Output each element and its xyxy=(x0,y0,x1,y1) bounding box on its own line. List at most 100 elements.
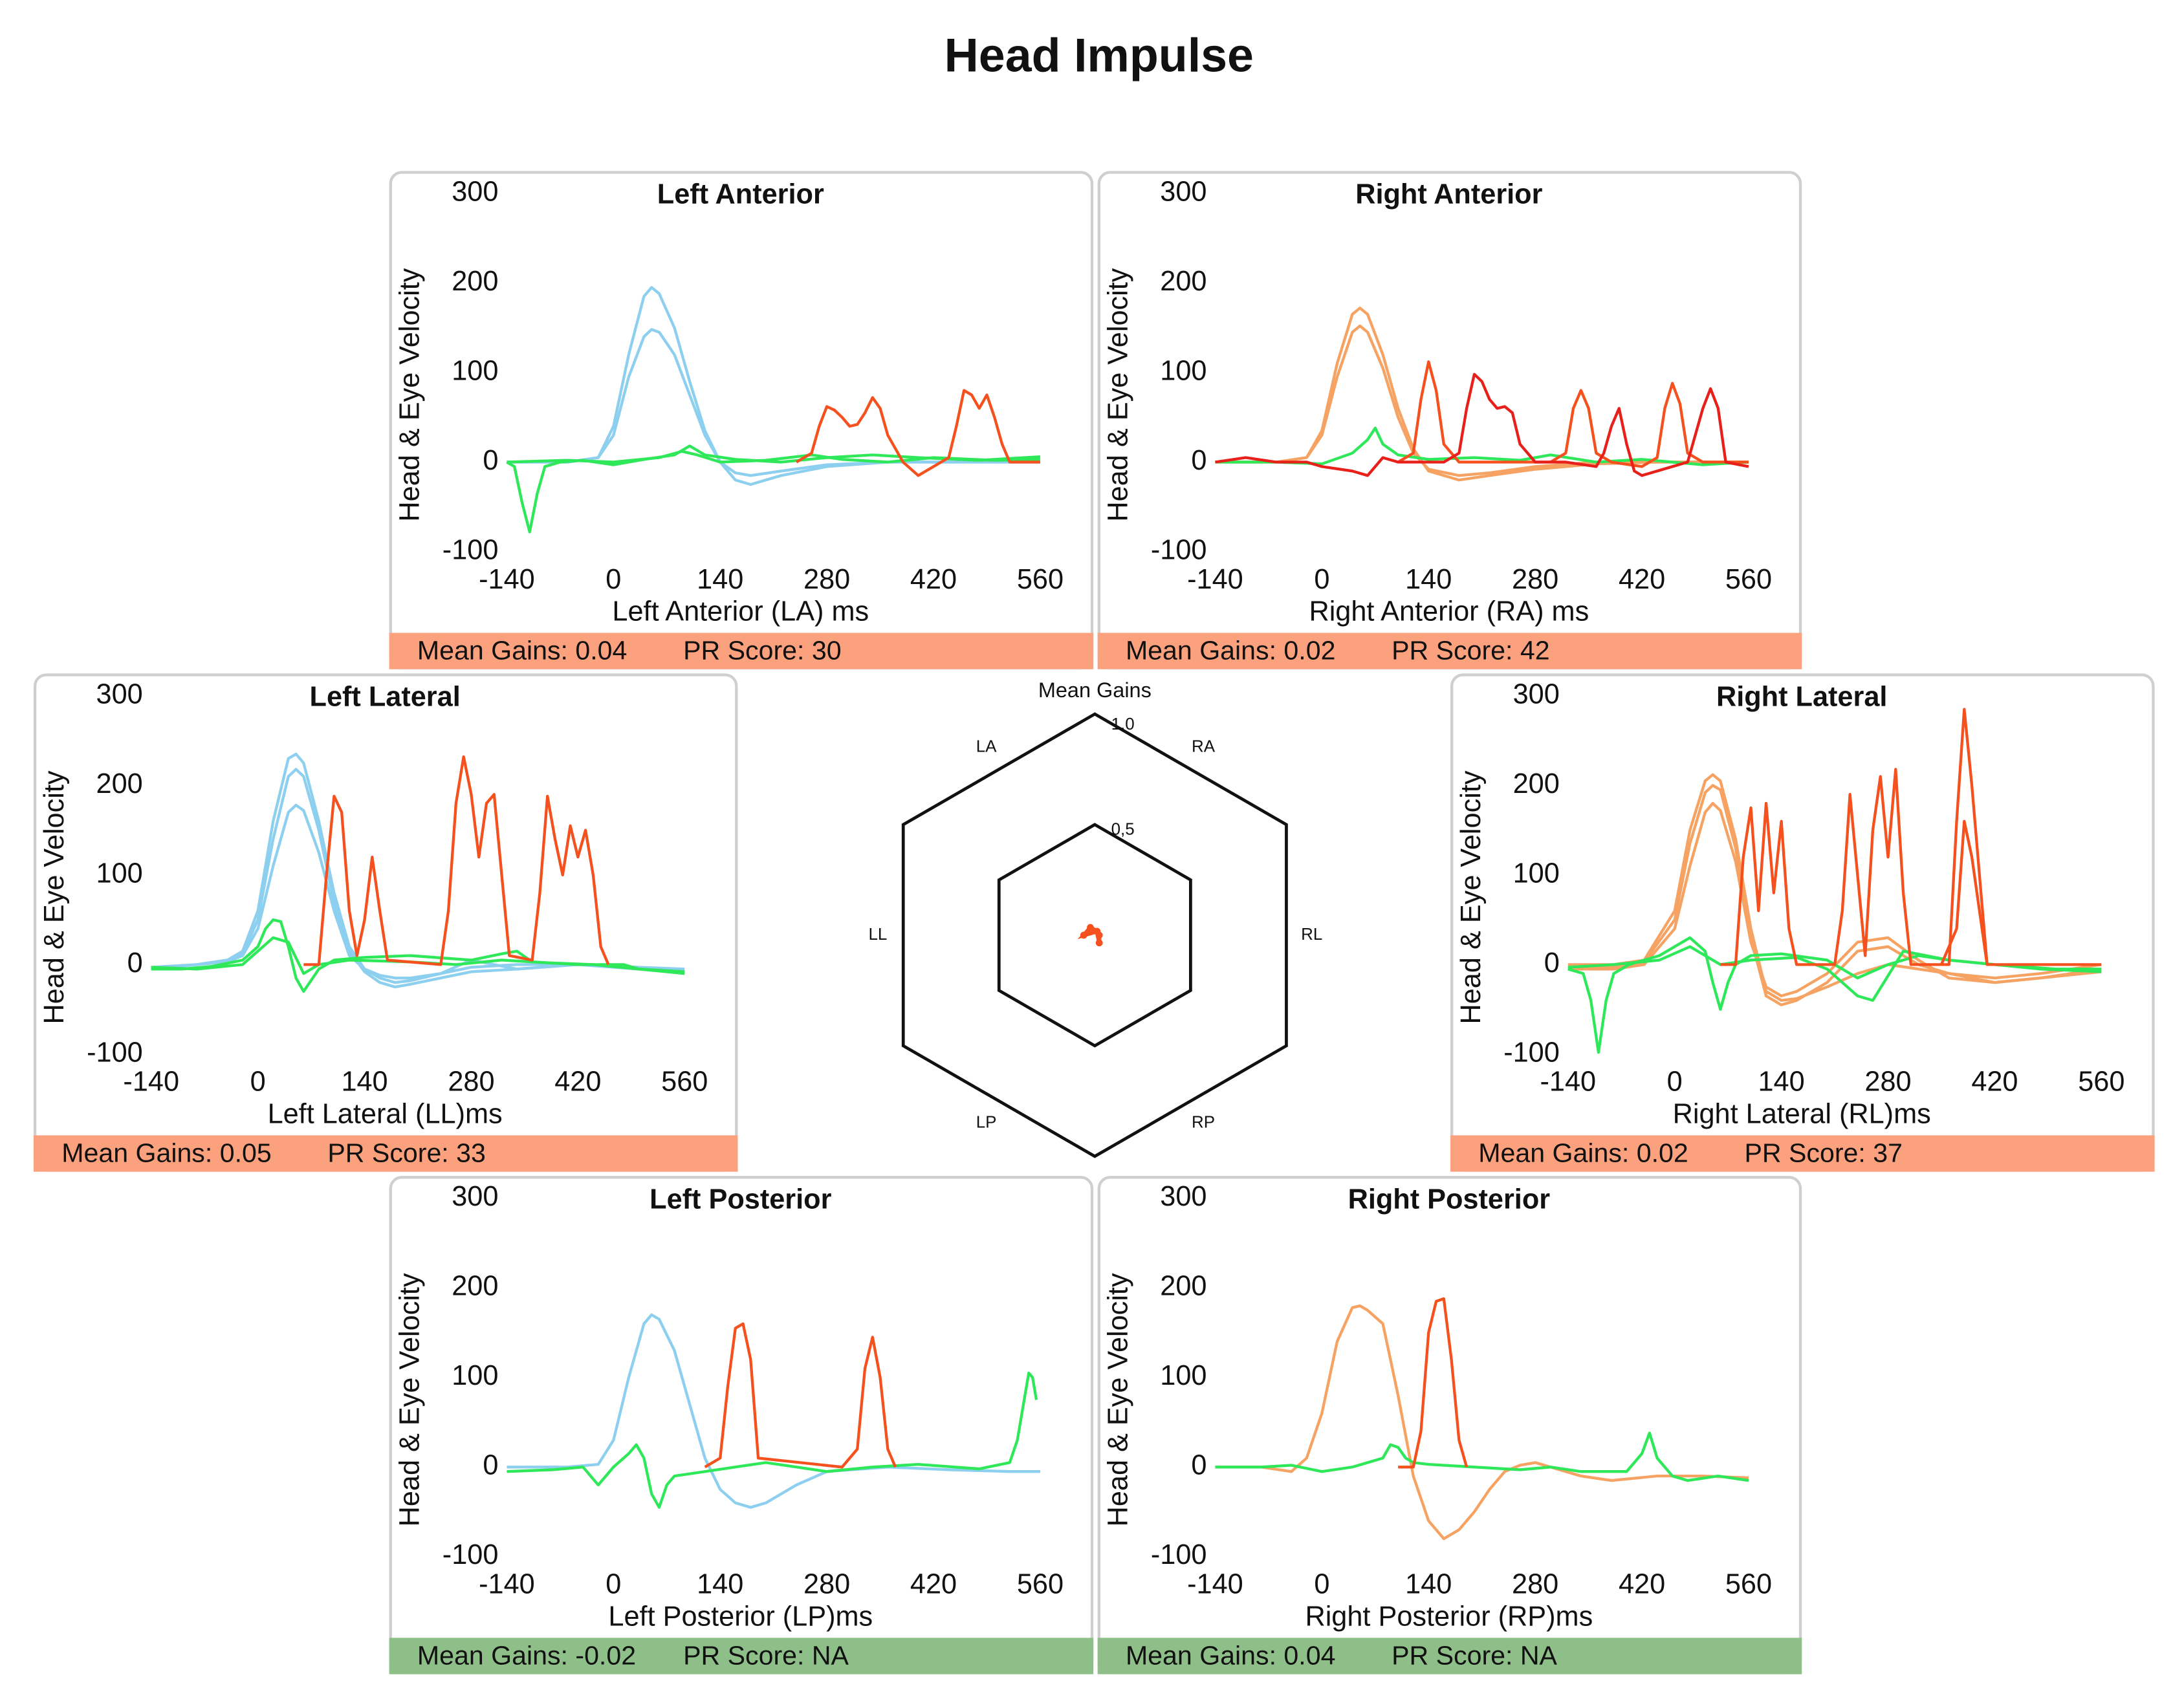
x-tick-label: 280 xyxy=(1864,1067,1911,1098)
panel-title: Left Posterior xyxy=(650,1184,831,1215)
y-tick-label: 0 xyxy=(1191,445,1207,476)
velocity-trace xyxy=(795,389,1040,477)
x-axis-label: Right Posterior (RP)ms xyxy=(1305,1601,1593,1632)
radar-point xyxy=(1095,939,1103,947)
panel-footer xyxy=(389,633,1094,669)
pr-score: PR Score: NA xyxy=(683,1640,849,1670)
x-tick-label: 420 xyxy=(1619,1569,1665,1600)
x-tick-label: 420 xyxy=(910,1569,957,1600)
velocity-trace xyxy=(1215,307,1749,482)
radar-grid xyxy=(901,712,1288,1158)
x-tick-label: 0 xyxy=(606,564,621,595)
x-tick-label: 280 xyxy=(1512,564,1558,595)
x-tick-label: 420 xyxy=(1619,564,1665,595)
y-tick-label: 0 xyxy=(1544,948,1560,979)
y-tick-label: 100 xyxy=(452,1360,498,1391)
x-tick-label: 0 xyxy=(1314,1569,1329,1600)
panel-footer xyxy=(33,1135,738,1172)
velocity-trace xyxy=(1215,1304,1749,1541)
velocity-trace xyxy=(1398,1297,1469,1469)
x-tick-label: 140 xyxy=(1405,564,1452,595)
y-tick-label: 0 xyxy=(483,445,498,476)
velocity-trace xyxy=(1567,801,2102,998)
x-tick-label: 0 xyxy=(250,1067,266,1098)
pr-score: PR Score: 30 xyxy=(683,636,842,666)
y-tick-label: 100 xyxy=(1160,355,1207,386)
x-tick-label: 0 xyxy=(1667,1067,1683,1098)
y-tick-label: 100 xyxy=(1513,858,1560,889)
x-tick-label: 560 xyxy=(1017,1569,1064,1600)
x-axis-label: Left Lateral (LL)ms xyxy=(268,1099,503,1130)
y-tick-label: -100 xyxy=(442,534,499,565)
x-tick-label: 140 xyxy=(341,1067,388,1098)
panel-title: Right Lateral xyxy=(1716,682,1887,713)
x-tick-label: -140 xyxy=(123,1067,179,1098)
x-tick-label: 140 xyxy=(697,1569,743,1600)
y-tick-label: 200 xyxy=(1160,266,1207,297)
velocity-trace xyxy=(1215,324,1749,477)
y-tick-label: -100 xyxy=(1151,534,1207,565)
x-tick-label: 140 xyxy=(697,564,743,595)
x-tick-label: 280 xyxy=(803,1569,850,1600)
x-axis-label: Left Anterior (LA) ms xyxy=(612,596,869,627)
x-tick-label: 420 xyxy=(1971,1067,2018,1098)
velocity-trace xyxy=(507,450,1040,464)
x-tick-label: 560 xyxy=(661,1067,708,1098)
x-tick-label: 280 xyxy=(803,564,850,595)
mean-gains: Mean Gains: 0.04 xyxy=(1126,1640,1336,1670)
radar-title: Mean Gains xyxy=(1038,678,1152,702)
y-tick-label: 0 xyxy=(127,948,143,979)
x-tick-label: 280 xyxy=(1512,1569,1558,1600)
x-tick-label: 420 xyxy=(554,1067,601,1098)
radar-axis-label: RL xyxy=(1301,924,1322,944)
radar-axis-label: LL xyxy=(868,924,887,944)
x-tick-label: 560 xyxy=(1725,1569,1772,1600)
radar-grid xyxy=(997,823,1192,1048)
x-tick-label: 280 xyxy=(448,1067,494,1098)
x-tick-label: 140 xyxy=(1405,1569,1452,1600)
y-tick-label: 300 xyxy=(1513,678,1560,710)
velocity-trace xyxy=(1567,936,2102,1054)
velocity-trace xyxy=(151,936,685,975)
radar-tick-label: 1,0 xyxy=(1111,714,1135,733)
velocity-trace xyxy=(151,768,685,989)
y-tick-label: 0 xyxy=(483,1450,498,1481)
radar-point xyxy=(1080,931,1087,939)
pr-score: PR Score: 42 xyxy=(1392,636,1550,666)
y-axis-label: Head & Eye Velocity xyxy=(395,1273,426,1526)
x-tick-label: 0 xyxy=(1314,564,1329,595)
velocity-trace xyxy=(1215,1431,1749,1482)
velocity-trace xyxy=(1215,426,1749,466)
velocity-trace xyxy=(1567,945,2102,1002)
y-tick-label: -100 xyxy=(442,1539,499,1570)
x-tick-label: 560 xyxy=(1725,564,1772,595)
y-tick-label: 300 xyxy=(1160,1181,1207,1212)
y-tick-label: 200 xyxy=(452,266,498,297)
x-tick-label: 140 xyxy=(1758,1067,1805,1098)
mean-gains: Mean Gains: 0.02 xyxy=(1478,1138,1688,1168)
panel-footer xyxy=(389,1638,1094,1674)
y-tick-label: 300 xyxy=(96,678,143,710)
radar-point xyxy=(1087,924,1094,931)
x-axis-label: Left Posterior (LP)ms xyxy=(608,1601,873,1632)
x-tick-label: -140 xyxy=(1187,1569,1243,1600)
y-tick-label: 0 xyxy=(1191,1450,1207,1481)
y-tick-label: 100 xyxy=(1160,1360,1207,1391)
x-tick-label: 560 xyxy=(1017,564,1064,595)
x-axis-label: Right Anterior (RA) ms xyxy=(1309,596,1589,627)
velocity-trace xyxy=(1720,708,1989,966)
radar-axis-label: LA xyxy=(976,736,997,755)
mean-gains: Mean Gains: 0.04 xyxy=(417,636,628,666)
x-axis-label: Right Lateral (RL)ms xyxy=(1673,1099,1931,1130)
y-tick-label: -100 xyxy=(87,1037,143,1068)
velocity-trace xyxy=(507,286,1040,486)
velocity-trace xyxy=(1397,360,1749,468)
radar-tick-label: 0,5 xyxy=(1111,819,1135,838)
velocity-trace xyxy=(507,328,1040,477)
y-axis-label: Head & Eye Velocity xyxy=(1456,770,1487,1024)
mean-gains: Mean Gains: 0.05 xyxy=(61,1138,272,1168)
velocity-trace xyxy=(507,1371,1038,1509)
y-axis-label: Head & Eye Velocity xyxy=(39,770,70,1024)
